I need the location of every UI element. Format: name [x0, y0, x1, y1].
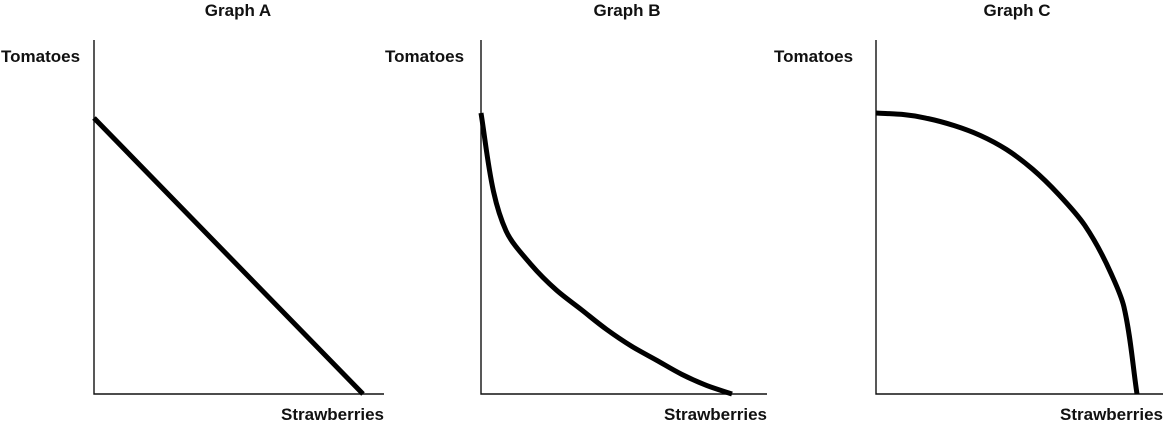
graph-a-title: Graph A — [205, 1, 271, 20]
graph-a-x-axis-label: Strawberries — [281, 405, 384, 424]
graph-c: Graph C Tomatoes Strawberries — [774, 1, 1163, 424]
graph-b: Graph B Tomatoes Strawberries — [385, 1, 767, 424]
graph-c-title: Graph C — [983, 1, 1050, 20]
graph-b-series-line — [478, 112, 733, 397]
graph-b-title: Graph B — [593, 1, 660, 20]
graph-a-axes — [93, 40, 384, 395]
graph-c-y-axis-label: Tomatoes — [774, 47, 853, 66]
graph-c-x-axis-label: Strawberries — [1060, 405, 1163, 424]
graph-c-series-line — [875, 110, 1140, 395]
graph-c-axes — [875, 40, 1163, 395]
graph-b-x-axis-label: Strawberries — [664, 405, 767, 424]
graph-a-y-axis-label: Tomatoes — [1, 47, 80, 66]
graph-a-series-line — [92, 116, 365, 396]
graph-a: Graph A Tomatoes Strawberries — [1, 1, 384, 424]
graph-b-y-axis-label: Tomatoes — [385, 47, 464, 66]
graph-b-axes — [480, 40, 767, 395]
